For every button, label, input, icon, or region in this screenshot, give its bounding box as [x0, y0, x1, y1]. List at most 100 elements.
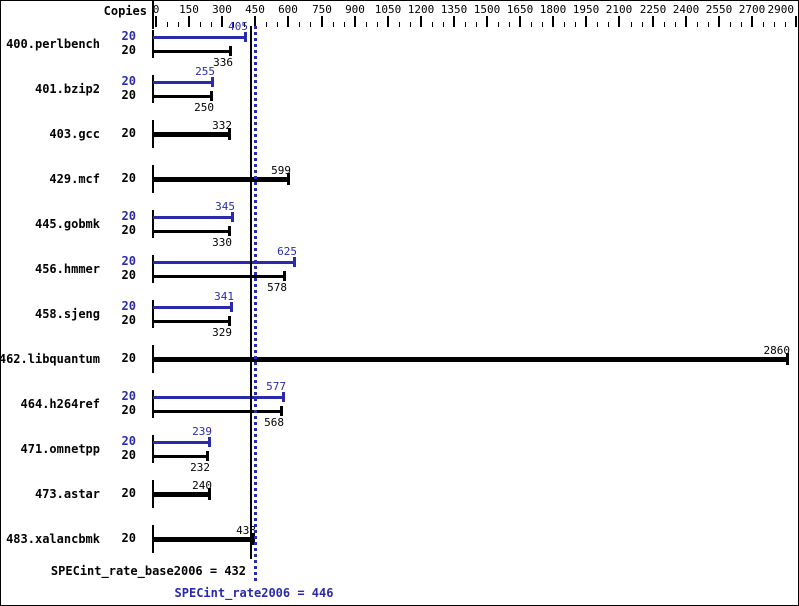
base-value-label: 568	[264, 416, 284, 429]
peak-bar	[153, 36, 245, 39]
copies-value-base: 20	[121, 448, 136, 462]
axis-tick-label: 0	[152, 3, 160, 16]
bar-end-cap	[210, 91, 213, 101]
axis-major-tick	[387, 16, 389, 27]
benchmark-label: 483.xalancbmk	[6, 532, 100, 546]
axis-major-tick	[287, 16, 289, 27]
peak-value-label: 341	[214, 290, 234, 303]
benchmark-label: 400.perlbench	[6, 37, 100, 51]
base-bar	[153, 537, 253, 542]
base-bar	[153, 357, 787, 362]
axis-minor-tick	[741, 22, 742, 27]
peak-bar	[153, 216, 232, 219]
bar-end-cap	[211, 77, 214, 87]
axis-minor-tick	[244, 22, 245, 27]
axis-minor-tick	[575, 22, 576, 27]
axis-minor-tick	[675, 22, 676, 27]
peak-mean-label: SPECint_rate2006 = 446	[174, 586, 334, 600]
base-bar	[153, 230, 229, 233]
bar-end-cap	[293, 257, 296, 267]
base-bar	[153, 320, 229, 323]
base-value-label: 2860	[763, 344, 791, 357]
base-bar	[153, 50, 230, 53]
bar-end-cap	[283, 271, 286, 281]
peak-bar	[153, 306, 231, 309]
base-bar	[153, 95, 211, 98]
base-value-label: 332	[212, 119, 232, 132]
axis-tick-label: 2250	[639, 3, 667, 16]
benchmark-label: 471.omnetpp	[20, 442, 100, 456]
bar-end-cap	[206, 451, 209, 461]
axis-major-tick	[254, 16, 256, 27]
axis-tick-label: 2550	[705, 3, 733, 16]
benchmark-label: 464.h264ref	[20, 397, 100, 411]
axis-tick-label: 2100	[605, 3, 633, 16]
benchmark-label: 456.hmmer	[34, 262, 100, 276]
peak-bar	[153, 441, 209, 444]
base-bar	[153, 177, 288, 182]
axis-minor-tick	[476, 22, 477, 27]
peak-value-label: 345	[215, 200, 235, 213]
axis-minor-tick	[697, 22, 698, 27]
peak-bar	[153, 396, 283, 399]
base-value-label: 240	[192, 479, 212, 492]
bar-baseline-tick	[152, 210, 154, 238]
axis-major-tick	[188, 16, 190, 27]
axis-major-tick	[718, 16, 720, 27]
axis-major-tick	[321, 16, 323, 27]
axis-minor-tick	[344, 22, 345, 27]
axis-minor-tick	[266, 22, 267, 27]
benchmark-label: 473.astar	[34, 487, 100, 501]
axis-minor-tick	[465, 22, 466, 27]
axis-tick-label: 1650	[506, 3, 534, 16]
copies-axis-separator	[152, 1, 154, 29]
bar-end-cap	[228, 316, 231, 326]
axis-minor-tick	[708, 22, 709, 27]
axis-minor-tick	[277, 22, 278, 27]
axis-tick-label: 150	[179, 3, 199, 16]
peak-value-label: 405	[228, 20, 248, 33]
axis-major-tick	[420, 16, 422, 27]
axis-major-tick	[751, 16, 753, 27]
axis-minor-tick	[200, 22, 201, 27]
copies-value-base: 20	[121, 268, 136, 282]
peak-bar	[153, 261, 294, 264]
bar-baseline-tick	[152, 300, 154, 328]
bar-baseline-tick	[152, 390, 154, 418]
copies-value-base: 20	[121, 351, 136, 365]
axis-major-tick	[486, 16, 488, 27]
bar-end-cap	[282, 392, 285, 402]
copies-value-base: 20	[121, 43, 136, 57]
axis-minor-tick	[531, 22, 532, 27]
copies-value-base: 20	[121, 88, 136, 102]
benchmark-label: 429.mcf	[49, 172, 100, 186]
mean-line-peak	[254, 26, 257, 583]
axis-minor-tick	[211, 22, 212, 27]
copies-column-header: Copies	[103, 4, 147, 18]
axis-major-tick	[221, 16, 223, 27]
axis-tick-label: 450	[245, 3, 265, 16]
bar-baseline-tick	[152, 435, 154, 463]
copies-value-base: 20	[121, 171, 136, 185]
base-value-label: 578	[267, 281, 287, 294]
axis-minor-tick	[642, 22, 643, 27]
copies-value-base: 20	[121, 486, 136, 500]
axis-minor-tick	[564, 22, 565, 27]
bar-end-cap	[786, 353, 789, 365]
axis-minor-tick	[763, 22, 764, 27]
benchmark-label: 458.sjeng	[34, 307, 100, 321]
bar-end-cap	[208, 488, 211, 500]
axis-tick-label: 300	[212, 3, 232, 16]
mean-line-base	[250, 26, 252, 559]
peak-value-label: 577	[266, 380, 286, 393]
axis-major-tick	[585, 16, 587, 27]
axis-tick-label: 2400	[672, 3, 700, 16]
axis-major-tick	[685, 16, 687, 27]
copies-value-base: 20	[121, 313, 136, 327]
axis-tick-label: 600	[278, 3, 298, 16]
axis-minor-tick	[774, 22, 775, 27]
copies-value-peak: 20	[121, 254, 136, 268]
axis-minor-tick	[631, 22, 632, 27]
base-value-label: 336	[213, 56, 233, 69]
axis-minor-tick	[299, 22, 300, 27]
